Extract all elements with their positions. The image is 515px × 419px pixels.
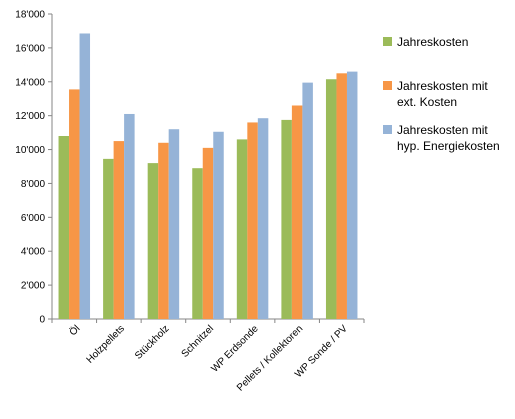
legend-entry-line: Jahreskosten xyxy=(397,35,468,49)
y-tick-label: 18'000 xyxy=(15,10,45,21)
legend-entry-line: Jahreskosten mit xyxy=(397,123,488,137)
legend-entry: Jahreskosten mit hyp. Energiekosten xyxy=(397,123,500,153)
bar xyxy=(325,79,337,319)
bar xyxy=(247,122,258,319)
bar xyxy=(236,139,248,319)
bar xyxy=(58,136,70,319)
bar xyxy=(124,113,135,319)
y-tick-label: 12'000 xyxy=(15,111,45,122)
y-tick-label: 4'000 xyxy=(21,247,46,258)
bar xyxy=(346,71,358,319)
bar xyxy=(291,105,303,319)
legend-entry-line: Jahreskosten mit xyxy=(397,79,488,93)
bar xyxy=(69,89,80,320)
y-tick-labels: 0 2'000 4'000 6'000 8'000 10'000 12'000 14'000 1… xyxy=(15,10,45,326)
y-tick-label: 16'000 xyxy=(15,43,45,54)
bar xyxy=(302,82,313,319)
y-tick-label: 2'000 xyxy=(21,281,46,292)
legend-swatch xyxy=(383,125,392,134)
bar xyxy=(79,33,91,319)
bar xyxy=(147,163,159,319)
bar xyxy=(281,119,292,320)
bar xyxy=(202,147,214,319)
bar xyxy=(336,73,347,319)
legend-entry: Jahreskosten mit ext. Kosten xyxy=(397,79,488,109)
bar xyxy=(158,142,169,319)
bar xyxy=(168,129,180,319)
bar xyxy=(192,168,203,319)
y-tick-label: 8'000 xyxy=(21,179,46,190)
bar xyxy=(213,131,224,319)
legend-swatch xyxy=(383,37,392,46)
legend-swatch xyxy=(383,81,392,90)
category-label: Schnitzel xyxy=(180,323,216,359)
bar xyxy=(113,141,125,319)
y-tick-label: 6'000 xyxy=(21,213,46,224)
y-tick-label: 14'000 xyxy=(15,77,45,88)
category-label: Stückholz xyxy=(133,323,171,361)
bars xyxy=(58,33,358,320)
category-label: Öl xyxy=(67,323,83,339)
legend-entry-line: ext. Kosten xyxy=(397,95,457,109)
y-tick-label: 0 xyxy=(39,315,45,326)
bar xyxy=(103,158,114,319)
legend-entry: Jahreskosten xyxy=(397,35,468,49)
legend-entry-line: hyp. Energiekosten xyxy=(397,139,500,153)
bar xyxy=(257,118,269,319)
category-label: Holzpellets xyxy=(85,323,127,365)
y-tick-label: 10'000 xyxy=(15,145,45,156)
